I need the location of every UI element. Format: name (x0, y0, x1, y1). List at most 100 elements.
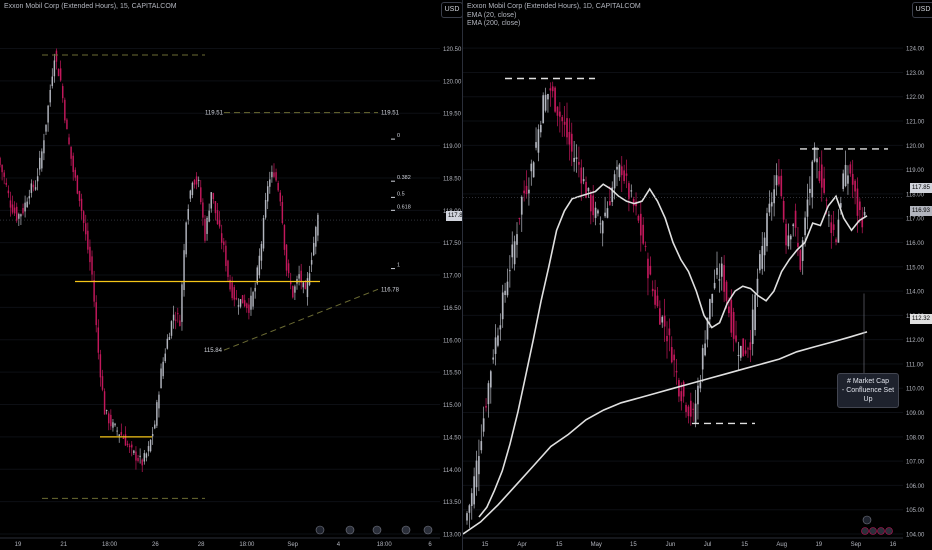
candle-body (195, 176, 198, 185)
candle-body (525, 185, 528, 195)
candle-body (542, 95, 545, 124)
ema-20-line (478, 183, 868, 518)
event-icon (862, 515, 872, 525)
y-tick-label: 107.00 (906, 460, 925, 466)
candle-body (813, 147, 816, 162)
candle-body (160, 368, 162, 389)
candle-body (315, 227, 317, 247)
candle-body (7, 190, 10, 194)
candle-body (499, 325, 502, 330)
candle-body (200, 187, 202, 203)
candle-body (302, 282, 304, 288)
y-tick-label: 116.00 (443, 338, 462, 344)
candle-body (112, 422, 114, 428)
candle-body (72, 155, 74, 173)
candle-body (172, 314, 175, 321)
candle-body (825, 199, 828, 201)
left-price-tag: 117.85 (446, 211, 462, 221)
candle-body (43, 140, 45, 154)
candle-body (620, 166, 623, 176)
candle-body (561, 117, 564, 122)
candle-body (189, 190, 192, 199)
candle-body (34, 187, 37, 190)
left-chart-panel[interactable]: 120.50120.00119.50119.00118.50118.00117.… (0, 0, 462, 550)
y-tick-label: 114.00 (906, 290, 925, 296)
right-chart-panel[interactable]: 124.00 123.00 122.00 121.00 120.00 119.00 118.… (462, 0, 932, 550)
candle-body (556, 106, 559, 116)
candle-body (649, 265, 652, 275)
candle-body (32, 184, 35, 188)
x-tick-label: Jul (704, 542, 712, 548)
candle-body (606, 208, 609, 218)
candle-body (78, 191, 81, 202)
y-tick-label: 110.00 (906, 387, 925, 393)
candle-body (95, 302, 97, 326)
candle-body (1, 164, 3, 173)
candle-body (666, 335, 668, 342)
candle-body (820, 164, 823, 188)
candle-body (828, 214, 830, 217)
right-price-tag-ema200: 112.32 (910, 314, 932, 324)
y-tick-label: 116.50 (443, 306, 462, 312)
candle-body (179, 320, 181, 326)
candle-body (283, 225, 286, 250)
candle-body (628, 183, 630, 199)
candle-body (64, 99, 66, 121)
left-currency-button[interactable]: USD (441, 2, 462, 18)
candle-body (494, 337, 497, 354)
candle-body (30, 183, 33, 193)
y-tick-label: 120.00 (443, 79, 462, 85)
candle-body (642, 224, 645, 244)
x-tick-label: 15 (741, 542, 748, 548)
candle-body (229, 279, 231, 290)
candle-body (181, 284, 183, 322)
y-tick-label: 119.00 (443, 144, 462, 150)
candle-body (120, 431, 123, 436)
y-tick-label: 120.50 (443, 47, 462, 53)
candle-body (13, 207, 16, 214)
candle-body (76, 175, 79, 194)
candle-body (670, 347, 673, 363)
y-tick-label: 119.00 (906, 168, 925, 174)
y-tick-label: 117.00 (906, 217, 925, 223)
candle-body (24, 202, 26, 212)
candle-body (535, 142, 537, 148)
candle-body (28, 196, 31, 199)
candle-body (859, 201, 861, 211)
candle-body (254, 287, 256, 292)
x-tick-label: May (591, 542, 602, 548)
candle-body (202, 202, 204, 218)
candle-body (260, 243, 263, 261)
candle-body (185, 222, 187, 255)
candle-body (778, 176, 780, 185)
y-tick-label: 108.00 (906, 435, 925, 441)
candle-body (694, 403, 697, 423)
candle-body (281, 201, 284, 223)
candle-body (246, 303, 248, 309)
candle-body (66, 119, 68, 130)
y-tick-label: 118.00 (906, 192, 925, 198)
candle-body (687, 406, 690, 417)
candle-body (861, 217, 864, 228)
x-tick-label: 6 (428, 542, 432, 548)
candle-body (482, 418, 485, 432)
candle-body (728, 306, 730, 314)
x-tick-label: 19 (815, 542, 822, 548)
candle-body (570, 133, 573, 152)
candle-body (509, 270, 511, 272)
candle-body (597, 210, 599, 214)
left-candlestick-chart[interactable]: 120.50120.00119.50119.00118.50118.00117.… (0, 0, 462, 550)
right-candlestick-chart[interactable]: 124.00 123.00 122.00 121.00 120.00 119.00 118.… (463, 0, 932, 550)
candle-body (513, 241, 516, 265)
right-currency-button[interactable]: USD (912, 2, 932, 18)
candle-body (682, 381, 685, 397)
candle-body (737, 354, 740, 356)
candle-body (609, 201, 611, 206)
candle-body (775, 175, 778, 186)
candle-body (241, 295, 244, 304)
candle-body (773, 189, 775, 204)
candle-body (212, 192, 215, 200)
y-tick-label: 109.00 (906, 411, 925, 417)
candle-body (210, 192, 212, 209)
candle-body (197, 179, 200, 181)
